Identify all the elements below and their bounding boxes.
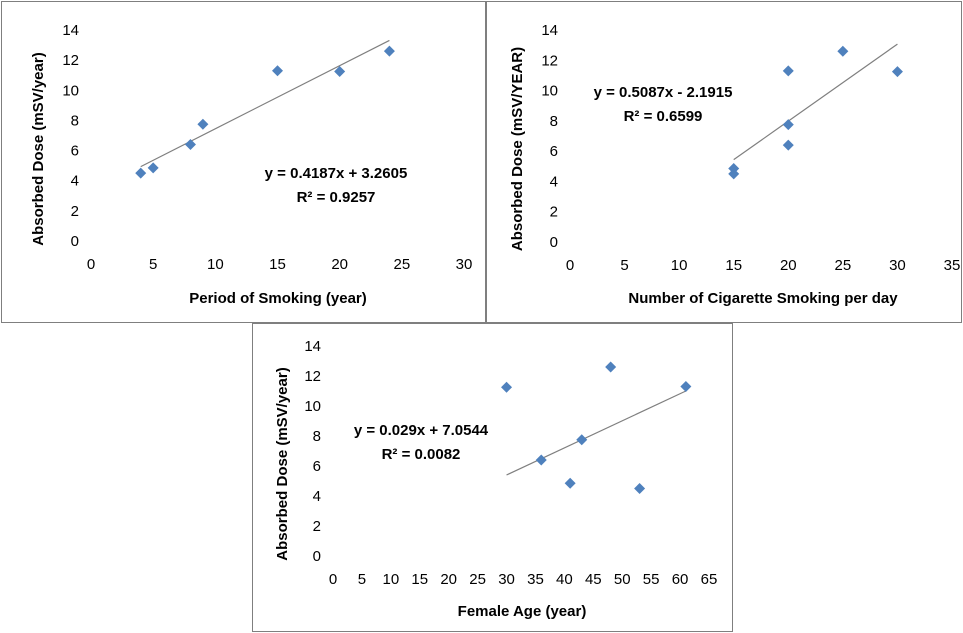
y-tick-label: 0 [71,233,79,250]
r-squared-label: R² = 0.6599 [624,108,703,125]
y-tick-label: 8 [71,112,79,129]
y-axis-title: Absorbed Dose (mSV/year) [274,367,291,560]
data-point [147,162,159,174]
chart-panel-female-age: y = 0.029x + 7.0544 R² = 0.0082 Female A… [252,323,733,632]
chart-cigarettes-per-day: y = 0.5087x - 2.1915 R² = 0.6599 Number … [509,22,961,307]
data-point [634,483,646,494]
x-tick-label: 25 [469,571,486,588]
y-tick-label: 14 [304,338,321,355]
x-tick-label: 30 [456,256,473,273]
y-tick-label: 6 [313,458,321,475]
chart-panel-smoking-period: y = 0.4187x + 3.2605 R² = 0.9257 Period … [1,1,486,323]
x-tick-label: 55 [643,571,660,588]
x-tick-label: 25 [393,256,410,273]
data-point [782,65,794,77]
y-tick-label: 6 [71,143,79,160]
y-tick-label: 6 [550,143,558,160]
data-point [837,45,849,57]
r-squared-label: R² = 0.9257 [297,189,376,206]
data-point [782,139,794,151]
y-tick-label: 4 [550,173,558,190]
chart-female-age: y = 0.029x + 7.0544 R² = 0.0082 Female A… [274,338,718,620]
r-squared-label: R² = 0.0082 [382,446,461,463]
data-point [535,454,547,466]
y-tick-label: 0 [313,548,321,565]
data-point [334,65,346,77]
data-point [272,65,283,77]
data-point [197,118,209,130]
data-point [605,361,617,373]
data-point [564,477,576,489]
trendline-equation: y = 0.029x + 7.0544 [354,422,489,439]
x-tick-label: 35 [527,571,544,588]
y-tick-label: 12 [304,368,321,385]
x-tick-label: 30 [498,571,515,588]
data-point [891,66,903,78]
chart-smoking-period: y = 0.4187x + 3.2605 R² = 0.9257 Period … [30,22,473,307]
trendline-equation: y = 0.4187x + 3.2605 [265,165,408,182]
x-tick-label: 35 [944,257,961,274]
data-point [184,139,196,151]
trendline [140,39,390,168]
data-point [501,381,513,393]
trendline-equation: y = 0.5087x - 2.1915 [594,84,733,101]
x-tick-label: 65 [701,571,718,588]
y-tick-label: 12 [62,52,79,69]
x-tick-label: 10 [383,571,400,588]
y-tick-label: 2 [71,203,79,220]
y-tick-label: 8 [313,428,321,445]
x-tick-label: 0 [566,257,574,274]
x-tick-label: 5 [149,256,157,273]
trendline [733,43,898,161]
x-axis-title: Female Age (year) [458,603,587,620]
y-tick-label: 4 [71,173,79,190]
y-axis-title: Absorbed Dose (mSV/YEAR) [509,47,526,251]
x-tick-label: 60 [672,571,689,588]
chart-panel-cigarettes-per-day: y = 0.5087x - 2.1915 R² = 0.6599 Number … [486,1,962,323]
x-tick-label: 15 [269,256,286,273]
x-tick-label: 20 [440,571,457,588]
data-point [576,434,588,446]
x-tick-label: 15 [411,571,428,588]
data-point [782,119,794,131]
y-tick-label: 0 [550,234,558,251]
x-tick-label: 0 [329,571,337,588]
x-tick-label: 25 [835,257,852,274]
y-tick-label: 10 [541,83,558,100]
x-tick-label: 10 [671,257,688,274]
x-tick-label: 15 [725,257,742,274]
y-tick-label: 10 [304,398,321,415]
x-tick-label: 20 [780,257,797,274]
y-tick-label: 2 [550,204,558,221]
y-axis-title: Absorbed Dose (mSV/year) [30,52,47,245]
x-tick-label: 5 [358,571,366,588]
x-axis-title: Period of Smoking (year) [189,290,367,307]
y-tick-label: 12 [541,52,558,69]
trendline [506,390,687,476]
y-tick-label: 2 [313,518,321,535]
x-tick-label: 45 [585,571,602,588]
x-tick-label: 30 [889,257,906,274]
y-tick-label: 14 [541,22,558,39]
data-point [728,163,740,175]
x-tick-label: 20 [331,256,348,273]
y-tick-label: 10 [62,82,79,99]
data-point [680,381,692,392]
y-tick-label: 8 [550,113,558,130]
x-tick-label: 10 [207,256,224,273]
y-tick-label: 4 [313,488,321,505]
x-tick-label: 0 [87,256,95,273]
data-point [135,167,147,179]
x-tick-label: 40 [556,571,573,588]
x-tick-label: 5 [620,257,628,274]
data-point [383,45,395,57]
x-tick-label: 50 [614,571,631,588]
y-tick-label: 14 [62,22,79,39]
x-axis-title: Number of Cigarette Smoking per day [628,290,898,307]
